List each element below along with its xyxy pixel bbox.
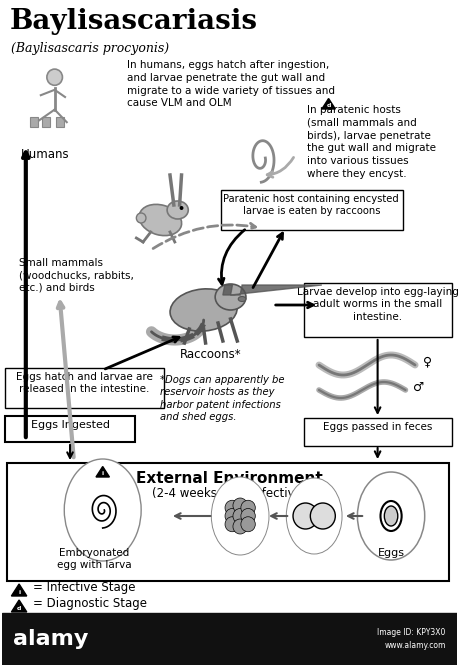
Ellipse shape <box>238 297 246 301</box>
FancyBboxPatch shape <box>7 463 449 581</box>
Text: Eggs: Eggs <box>378 548 405 558</box>
Circle shape <box>137 213 146 223</box>
Circle shape <box>180 206 183 210</box>
Text: In humans, eggs hatch after ingestion,
and larvae penetrate the gut wall and
mig: In humans, eggs hatch after ingestion, a… <box>127 60 335 108</box>
Text: = Infective Stage: = Infective Stage <box>33 581 135 595</box>
Ellipse shape <box>369 486 413 546</box>
Polygon shape <box>11 600 27 612</box>
Circle shape <box>225 517 239 532</box>
Text: Embryonated
egg with larva: Embryonated egg with larva <box>57 548 131 571</box>
Circle shape <box>233 498 247 513</box>
Polygon shape <box>230 285 322 295</box>
Polygon shape <box>322 98 335 109</box>
Ellipse shape <box>167 201 188 219</box>
Text: d: d <box>327 103 331 108</box>
Text: Humans: Humans <box>21 148 70 161</box>
Ellipse shape <box>64 459 141 561</box>
Text: (2-4 weeks until infective): (2-4 weeks until infective) <box>152 487 307 500</box>
Ellipse shape <box>215 284 246 310</box>
Ellipse shape <box>78 475 128 545</box>
Circle shape <box>310 503 335 529</box>
Text: i: i <box>18 589 20 595</box>
Text: i: i <box>101 471 104 476</box>
Ellipse shape <box>286 478 342 554</box>
FancyBboxPatch shape <box>304 418 452 446</box>
Text: Paratenic host containing encysted
larvae is eaten by raccoons: Paratenic host containing encysted larva… <box>223 194 399 216</box>
Text: ♀: ♀ <box>423 356 432 368</box>
Text: d: d <box>17 606 21 610</box>
FancyBboxPatch shape <box>5 416 136 442</box>
Text: ♂: ♂ <box>413 380 424 394</box>
Bar <box>2 613 457 665</box>
Ellipse shape <box>381 501 401 531</box>
Ellipse shape <box>217 484 263 548</box>
Text: *Dogs can apparently be
reservoir hosts as they
harbor patent infections
and she: *Dogs can apparently be reservoir hosts … <box>160 375 285 422</box>
Text: Eggs passed in feces: Eggs passed in feces <box>323 422 432 432</box>
Text: Image ID: KPY3X0
www.alamy.com: Image ID: KPY3X0 www.alamy.com <box>377 628 446 650</box>
Circle shape <box>225 509 239 523</box>
Circle shape <box>293 503 318 529</box>
Text: Eggs hatch and larvae are
released in the intestine.: Eggs hatch and larvae are released in th… <box>16 372 153 394</box>
Ellipse shape <box>211 477 269 555</box>
Circle shape <box>47 69 63 85</box>
Text: Baylisascariasis: Baylisascariasis <box>9 8 257 35</box>
Circle shape <box>233 519 247 534</box>
Ellipse shape <box>384 506 398 526</box>
Circle shape <box>241 517 255 532</box>
Bar <box>56 117 64 127</box>
Text: External Environment: External Environment <box>136 471 323 486</box>
FancyBboxPatch shape <box>221 190 402 230</box>
Text: Raccoons*: Raccoons* <box>180 348 241 361</box>
FancyBboxPatch shape <box>304 283 452 337</box>
Ellipse shape <box>363 479 419 553</box>
Text: Eggs Ingested: Eggs Ingested <box>30 420 109 430</box>
Polygon shape <box>223 285 232 295</box>
Text: alamy: alamy <box>13 629 89 649</box>
Circle shape <box>225 500 239 515</box>
Polygon shape <box>11 584 27 596</box>
Text: Larvae develop into egg-laying
adult worms in the small
intestine.: Larvae develop into egg-laying adult wor… <box>297 287 458 322</box>
Ellipse shape <box>170 289 237 331</box>
Text: (Baylisascaris procyonis): (Baylisascaris procyonis) <box>11 42 170 55</box>
Circle shape <box>241 509 255 523</box>
Ellipse shape <box>357 472 425 560</box>
Circle shape <box>241 500 255 515</box>
Bar <box>30 117 38 127</box>
Ellipse shape <box>71 467 135 553</box>
FancyBboxPatch shape <box>5 368 164 408</box>
Bar <box>42 117 50 127</box>
Ellipse shape <box>292 485 336 547</box>
Text: In paratenic hosts
(small mammals and
birds), larvae penetrate
the gut wall and : In paratenic hosts (small mammals and bi… <box>308 105 437 179</box>
Polygon shape <box>96 467 109 477</box>
Text: = Diagnostic Stage: = Diagnostic Stage <box>33 597 146 610</box>
Circle shape <box>233 509 247 523</box>
Ellipse shape <box>139 204 182 235</box>
Text: Small mammals
(woodchucks, rabbits,
etc.) and birds: Small mammals (woodchucks, rabbits, etc.… <box>19 258 134 293</box>
